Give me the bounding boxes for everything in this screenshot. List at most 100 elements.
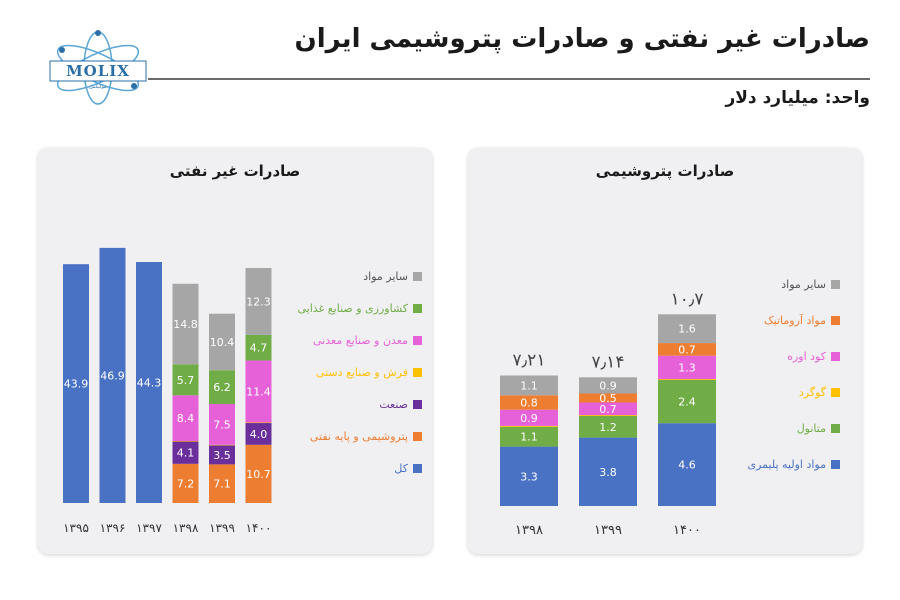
bar-segment <box>658 343 716 356</box>
bar-segment <box>136 262 162 503</box>
petrochemical-exports-panel: صادرات پتروشیمی 3.3 1.1 0.9 0.8 1.1 ۷٫۲۱ ۱۳۹۸ 3… <box>468 148 862 554</box>
category-label: ۱۳۹۸ <box>173 521 199 535</box>
data-label: 0.9 <box>599 379 617 392</box>
legend-swatch <box>831 316 840 325</box>
legend-label: پتروشیمی و پایه نفتی <box>309 430 408 443</box>
legend-label: متانول <box>796 422 826 435</box>
bar-segment <box>579 415 637 416</box>
legend-label: سایر مواد <box>363 270 408 283</box>
data-label: 6.2 <box>213 381 231 394</box>
data-label: 0.5 <box>599 392 617 405</box>
bar-segment <box>579 437 637 506</box>
category-label: ۱۳۹۷ <box>136 521 162 535</box>
bar-segment <box>245 422 272 424</box>
legend-swatch <box>413 336 422 345</box>
legend-swatch <box>831 460 840 469</box>
data-label: 3.8 <box>599 466 617 479</box>
data-label: 43.9 <box>64 378 89 391</box>
legend-label: صنعت <box>379 398 408 411</box>
bar-segment <box>500 425 558 427</box>
total-label: ۷٫۱۴ <box>592 352 625 372</box>
bar-segment <box>500 375 558 396</box>
bar-segment <box>172 283 199 365</box>
legend-item: صنعت <box>379 398 422 411</box>
bar-segment <box>209 445 235 465</box>
legend-swatch <box>831 352 840 361</box>
bar-segment <box>172 440 199 442</box>
bar-segment <box>500 426 558 447</box>
data-label: 4.7 <box>250 342 268 355</box>
bar-segment <box>245 267 272 335</box>
page-title: صادرات غیر نفتی و صادرات پتروشیمی ایران <box>294 24 870 54</box>
legend-swatch <box>831 280 840 289</box>
data-label: 4.6 <box>678 459 696 472</box>
bar-segment <box>658 355 716 380</box>
legend-swatch <box>413 304 422 313</box>
bar-segment <box>209 370 235 404</box>
legend-label: سایر مواد <box>781 278 826 291</box>
data-label: 44.3 <box>137 377 162 390</box>
bar-segment <box>172 395 199 441</box>
data-label: 1.1 <box>520 379 538 392</box>
data-label: 7.1 <box>213 478 231 491</box>
bar-segment <box>172 441 199 464</box>
data-label: 3.3 <box>520 470 538 483</box>
bar-segment <box>579 377 637 394</box>
legend-swatch <box>831 388 840 397</box>
category-label: ۱۳۹۶ <box>100 521 126 535</box>
data-label: 0.7 <box>678 343 696 356</box>
bar-segment <box>500 409 558 426</box>
bar-segment <box>209 444 235 446</box>
bar-segment <box>209 464 235 503</box>
data-label: 10.4 <box>210 336 235 349</box>
data-label: 0.9 <box>520 412 538 425</box>
bar-segment <box>658 379 716 380</box>
bar-segment <box>245 360 272 423</box>
non-oil-exports-panel: صادرات غیر نفتی 43.9 ۱۳۹۵ 46.9 ۱۳۹۶ 44.3 ۱۳۹۷… <box>38 148 432 554</box>
data-label: 4.1 <box>177 447 195 460</box>
legend-swatch <box>413 400 422 409</box>
data-label: 7.2 <box>177 477 195 490</box>
data-label: 5.7 <box>177 374 195 387</box>
legend-swatch <box>413 432 422 441</box>
molix-logo: MOLIX مولیکس <box>48 28 148 108</box>
non-oil-chart: 43.9 ۱۳۹۵ 46.9 ۱۳۹۶ 44.3 ۱۳۹۷ 7.2 4.1 8.4 5.7 14.8… <box>63 247 272 535</box>
bar-segment <box>500 446 558 506</box>
legend-label: کل <box>394 462 408 475</box>
legend-item: معدن و صنایع معدنی <box>313 334 422 347</box>
bar-segment <box>245 423 272 445</box>
legend-item: کشاورزی و صنایع غذایی <box>297 302 422 315</box>
data-label: 1.1 <box>520 431 538 444</box>
bar-segment <box>245 444 272 503</box>
legend-swatch <box>831 424 840 433</box>
bar-segment <box>579 416 637 438</box>
legend-label: کشاورزی و صنایع غذایی <box>297 302 409 315</box>
data-label: 0.7 <box>599 403 617 416</box>
legend-item: مواد اولیه پلیمری <box>747 458 840 471</box>
bar-segment <box>209 403 235 445</box>
legend-item: گوگرد <box>799 386 840 399</box>
legend-item: کود اوره <box>787 350 840 363</box>
bar-segment <box>63 264 89 503</box>
bar-segment <box>500 395 558 410</box>
legend-label: معدن و صنایع معدنی <box>313 334 408 347</box>
bar-segment <box>99 247 126 503</box>
non-oil-chart-title: صادرات غیر نفتی <box>169 162 301 180</box>
data-label: 3.5 <box>213 449 231 462</box>
bar-segment <box>172 364 199 396</box>
category-label: ۱۳۹۹ <box>594 523 622 538</box>
unit-label: واحد: میلیارد دلار <box>725 88 870 108</box>
total-label: ۱۰٫۷ <box>671 289 704 309</box>
title-divider <box>148 78 870 80</box>
data-label: 11.4 <box>246 385 271 398</box>
legend-item: متانول <box>797 422 840 435</box>
legend-swatch <box>413 464 422 473</box>
bar-segment <box>579 402 637 416</box>
category-label: ۱۴۰۰ <box>673 523 701 538</box>
bar-segment <box>579 393 637 403</box>
category-label: ۱۳۹۸ <box>515 523 543 538</box>
legend-label: فرش و صنایع دستی <box>315 366 408 379</box>
logo-text: MOLIX <box>66 62 130 80</box>
legend-item: پتروشیمی و پایه نفتی <box>310 430 422 443</box>
data-label: 8.4 <box>177 412 195 425</box>
